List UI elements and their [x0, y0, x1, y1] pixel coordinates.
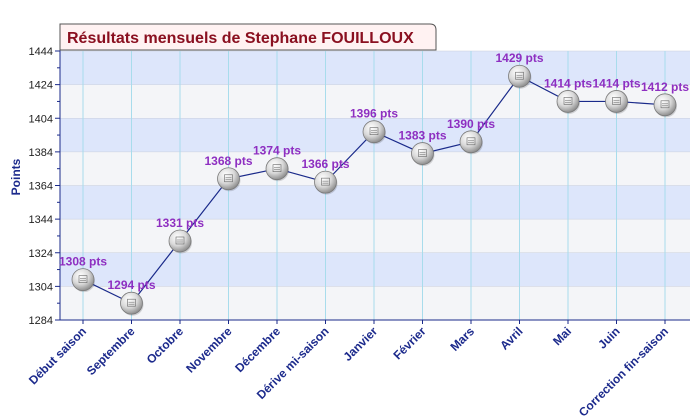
- grid-band: [60, 51, 690, 85]
- data-label: 1294 pts: [107, 278, 155, 292]
- data-points: [71, 64, 677, 316]
- grid-band: [60, 185, 690, 220]
- y-tick-label: 1324: [29, 248, 53, 260]
- data-label: 1412 pts: [641, 80, 689, 94]
- chart-title-text: Résultats mensuels de Stephane FOUILLOUX: [67, 30, 414, 47]
- y-tick-label: 1424: [29, 80, 53, 92]
- data-point: [265, 157, 289, 182]
- y-tick-label: 1304: [29, 281, 53, 293]
- data-label: 1366 pts: [301, 157, 349, 171]
- chart-title: Résultats mensuels de Stephane FOUILLOUX: [59, 23, 437, 51]
- grid-band: [60, 151, 690, 186]
- data-point: [168, 229, 192, 254]
- x-tick-label: Novembre: [183, 324, 235, 376]
- x-tick-label: Correction fin-saison: [576, 324, 671, 419]
- data-label: 1414 pts: [544, 76, 592, 90]
- y-tick-label: 1344: [29, 214, 53, 226]
- data-label: 1331 pts: [156, 216, 204, 230]
- data-point: [508, 64, 532, 89]
- data-label: 1390 pts: [447, 117, 495, 131]
- y-tick-labels: 1284 1304 1324 1344 1364 1384 1404 1424 1444: [29, 46, 53, 327]
- grid-band: [60, 219, 690, 253]
- data-point: [411, 142, 435, 167]
- y-tick-label: 1384: [29, 147, 53, 159]
- x-tick-label: Février: [390, 324, 428, 362]
- data-point: [459, 130, 483, 155]
- data-point: [556, 90, 580, 114]
- data-label: 1429 pts: [495, 51, 543, 65]
- x-tick-label: Septembre: [84, 324, 138, 378]
- x-tick-label: Décembre: [232, 324, 283, 375]
- y-tick-label: 1284: [29, 315, 53, 327]
- data-point: [605, 90, 629, 114]
- y-tick-label: 1444: [29, 46, 53, 58]
- data-label: 1368 pts: [204, 154, 252, 168]
- data-point: [120, 291, 144, 316]
- data-label: 1308 pts: [59, 255, 107, 269]
- y-axis-label: Points: [9, 158, 23, 195]
- y-tick-label: 1364: [29, 181, 53, 193]
- grid-band: [60, 252, 690, 287]
- data-label: 1414 pts: [592, 76, 640, 90]
- x-tick-label: Janvier: [341, 324, 381, 364]
- x-tick-label: Mars: [447, 324, 477, 354]
- data-label: 1374 pts: [253, 144, 301, 158]
- x-tick-label: Juin: [595, 324, 622, 351]
- data-point: [653, 93, 677, 118]
- x-tick-label: Avril: [497, 324, 525, 352]
- x-tick-label: Mai: [550, 324, 574, 348]
- grid-band: [60, 286, 690, 320]
- x-tick-label: Octobre: [144, 324, 187, 367]
- y-tick-label: 1404: [29, 113, 53, 125]
- data-point: [362, 120, 386, 145]
- x-tick-label: Début saison: [26, 324, 89, 387]
- data-point: [71, 268, 95, 293]
- axes: [55, 49, 690, 324]
- data-point: [217, 167, 241, 192]
- data-label: 1383 pts: [398, 129, 446, 143]
- plot-background-bands: [60, 50, 690, 321]
- data-point: [314, 170, 338, 195]
- data-label: 1396 pts: [350, 107, 398, 121]
